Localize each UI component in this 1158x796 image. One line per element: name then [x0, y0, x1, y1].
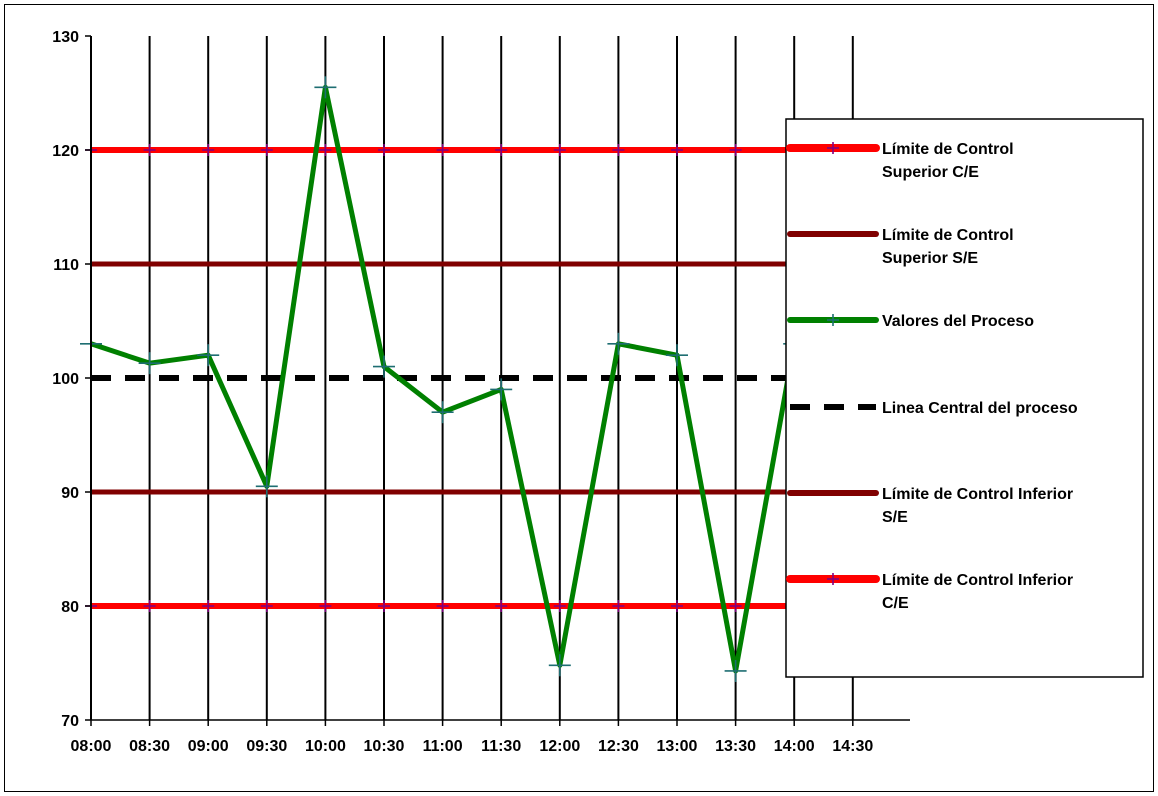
y-tick-label: 80	[61, 599, 79, 616]
series-5	[85, 600, 859, 612]
legend-label: Superior C/E	[882, 164, 979, 181]
legend-entry-1: Límite de Control Superior S/E	[787, 227, 1014, 267]
x-tick-label: 14:00	[774, 738, 815, 755]
legend-entry-2: Valores del Proceso	[787, 313, 1034, 330]
series-0	[85, 144, 859, 156]
legend-label: Límite de Control	[882, 141, 1014, 158]
legend-entry-4: Límite de Control Inferior S/E	[787, 486, 1073, 526]
legend-box	[785, 118, 1144, 678]
x-tick-label: 13:30	[715, 738, 756, 755]
y-tick-label: 90	[61, 485, 79, 502]
x-tick-label: 11:30	[481, 738, 521, 755]
x-tick-label: 13:00	[657, 738, 698, 755]
x-tick-label: 08:30	[129, 738, 170, 755]
y-tick-label: 120	[52, 143, 79, 160]
y-tick-label: 110	[53, 257, 79, 274]
legend-entry-3: Linea Central del proceso	[790, 400, 1078, 417]
legend-label: Límite de Control	[882, 227, 1014, 244]
x-tick-label: 08:00	[71, 738, 112, 755]
legend-label: Linea Central del proceso	[882, 400, 1078, 417]
legend-entry-5: Límite de Control Inferior C/E	[786, 572, 1073, 612]
y-tick-label: 70	[61, 713, 79, 730]
legend-label: S/E	[882, 509, 908, 526]
x-tick-label: 10:00	[305, 738, 346, 755]
legend-label: Superior S/E	[882, 250, 978, 267]
x-tick-label: 09:00	[188, 738, 229, 755]
legend-label: Límite de Control Inferior	[882, 486, 1073, 503]
x-tick-label: 12:30	[598, 738, 639, 755]
legend-label: Valores del Proceso	[882, 313, 1034, 330]
x-tick-label: 10:30	[364, 738, 405, 755]
legend-label: C/E	[882, 595, 909, 612]
legend-label: Límite de Control Inferior	[882, 572, 1073, 589]
x-tick-label: 09:30	[246, 738, 287, 755]
x-tick-label: 11:00	[423, 738, 463, 755]
series-layer	[80, 76, 864, 682]
axes: 70 80 90 100 110 120 130 08:00 08:30 09:00 09:30 10…	[52, 29, 910, 755]
series-line	[90, 84, 854, 674]
legend-entry-0: Límite de Control Superior C/E	[786, 141, 1014, 181]
y-tick-label: 100	[52, 371, 79, 388]
x-tick-label: 12:00	[539, 738, 580, 755]
y-tick-label: 130	[52, 29, 79, 46]
x-tick-label: 14:30	[832, 738, 873, 755]
